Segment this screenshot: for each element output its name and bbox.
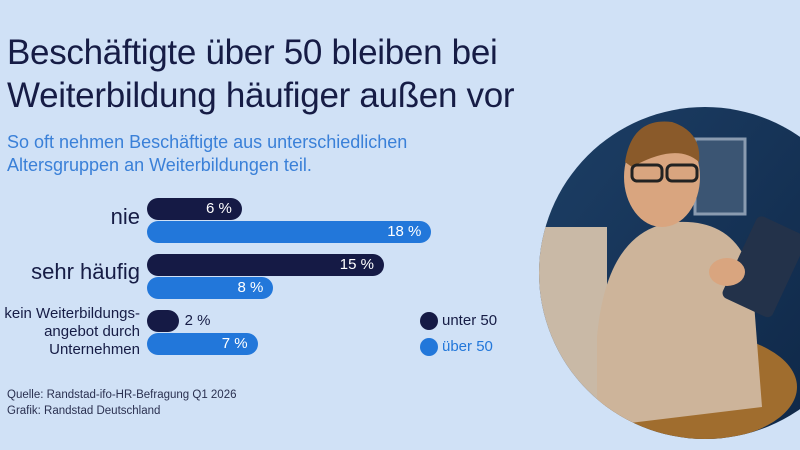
category-label-kein-angebot: kein Weiterbildungs- angebot durch Unter… bbox=[4, 305, 140, 359]
legend-swatch-ueber-50 bbox=[420, 338, 438, 356]
category-label-line: Unternehmen bbox=[49, 341, 140, 358]
source-note: Quelle: Randstad-ifo-HR-Befragung Q1 202… bbox=[7, 389, 237, 401]
legend-swatch-unter-50 bbox=[420, 312, 438, 330]
category-label-line: angebot durch bbox=[44, 323, 140, 340]
subtitle-line-1: So oft nehmen Beschäftigte aus unterschi… bbox=[7, 132, 408, 152]
bar-ueber-50: 18 % bbox=[147, 221, 432, 243]
legend-label: über 50 bbox=[442, 338, 493, 355]
data-label: 2 % bbox=[184, 312, 211, 329]
data-label: 15 % bbox=[339, 256, 374, 273]
legend-item-unter-50: unter 50 bbox=[420, 310, 497, 332]
legend-item-ueber-50: über 50 bbox=[420, 336, 493, 358]
data-label: 8 % bbox=[237, 279, 264, 296]
subtitle-line-2: Altersgruppen an Weiterbildungen teil. bbox=[7, 155, 312, 175]
data-label: 6 % bbox=[205, 200, 232, 217]
bar-unter-50: 15 % bbox=[147, 254, 384, 276]
bar-unter-50 bbox=[147, 310, 179, 332]
chart-subtitle: So oft nehmen Beschäftigte aus unterschi… bbox=[7, 131, 407, 177]
bar-ueber-50: 8 % bbox=[147, 277, 274, 299]
category-label-line: kein Weiterbildungs- bbox=[4, 305, 140, 322]
data-label: 7 % bbox=[221, 335, 248, 352]
graphic-credit: Grafik: Randstad Deutschland bbox=[7, 405, 161, 417]
category-label-sehr-haeufig: sehr häufig bbox=[31, 259, 140, 284]
title-line-1: Beschäftigte über 50 bleiben bei bbox=[7, 33, 498, 72]
data-label: 18 % bbox=[387, 223, 422, 240]
chart-title: Beschäftigte über 50 bleiben bei Weiterb… bbox=[7, 31, 515, 117]
title-line-2: Weiterbildung häufiger außen vor bbox=[7, 76, 515, 115]
bar-ueber-50: 7 % bbox=[147, 333, 258, 355]
category-label-nie: nie bbox=[110, 204, 140, 229]
legend-label: unter 50 bbox=[442, 312, 498, 329]
bar-unter-50: 6 % bbox=[147, 198, 242, 220]
photo-man-with-tablet bbox=[539, 107, 800, 439]
